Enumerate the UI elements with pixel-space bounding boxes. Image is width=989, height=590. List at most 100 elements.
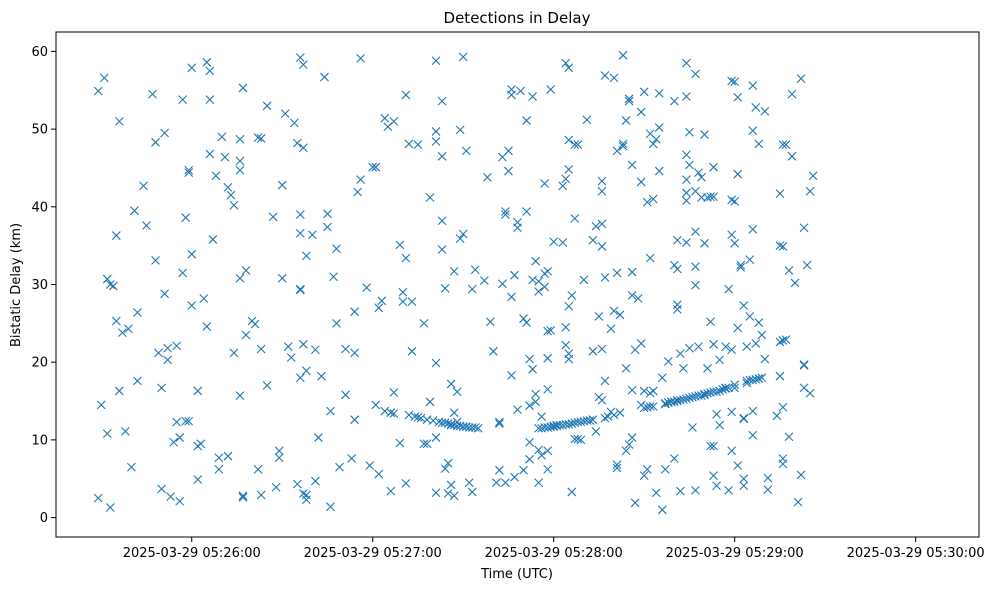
data-point: [187, 249, 197, 259]
y-tick-label: 60: [31, 45, 48, 60]
data-point: [639, 403, 649, 413]
data-point: [748, 406, 758, 416]
data-point: [594, 311, 604, 321]
data-point: [543, 465, 553, 474]
data-point: [537, 412, 547, 421]
data-point: [295, 228, 305, 238]
data-point: [250, 319, 260, 329]
data-point: [295, 373, 305, 383]
data-point: [163, 343, 172, 353]
data-point: [612, 146, 622, 156]
data-point: [311, 476, 320, 486]
data-point: [546, 325, 556, 335]
data-point: [139, 181, 148, 191]
data-point: [591, 221, 601, 231]
data-point: [440, 418, 450, 428]
data-point: [353, 187, 363, 197]
data-point: [99, 73, 109, 83]
data-point: [739, 474, 749, 484]
data-point: [241, 330, 251, 340]
data-point: [157, 484, 166, 494]
data-point: [226, 190, 236, 200]
data-point: [295, 210, 305, 219]
data-point: [193, 475, 203, 484]
data-point: [748, 81, 758, 90]
data-point: [193, 386, 203, 396]
chart-title: Detections in Delay: [444, 9, 591, 27]
data-point: [564, 165, 574, 174]
data-point: [636, 339, 646, 348]
data-point: [283, 342, 293, 352]
data-point: [600, 376, 610, 386]
axes-frame: [55, 31, 980, 538]
data-point: [709, 471, 718, 481]
data-point: [570, 214, 580, 223]
data-point: [178, 268, 188, 278]
data-point: [624, 94, 634, 104]
data-point: [320, 72, 329, 82]
data-point: [724, 485, 734, 495]
data-point: [682, 196, 691, 205]
data-point: [691, 69, 700, 79]
data-point: [784, 266, 794, 275]
data-point: [712, 409, 721, 419]
x-axis-label: Time (UTC): [480, 567, 553, 582]
data-point: [760, 106, 770, 116]
data-point: [799, 223, 809, 233]
data-point: [449, 408, 459, 418]
data-point: [748, 430, 758, 440]
data-point: [133, 376, 142, 386]
y-tick-label: 0: [40, 511, 48, 526]
data-point: [567, 487, 577, 497]
data-point: [796, 470, 806, 480]
data-point: [181, 213, 191, 223]
data-point: [253, 465, 263, 474]
data-point: [277, 180, 287, 190]
data-point: [675, 349, 685, 359]
data-point: [519, 314, 528, 324]
data-point: [730, 383, 740, 393]
data-point: [446, 480, 456, 490]
data-point: [739, 301, 749, 310]
data-point: [111, 231, 121, 240]
data-point: [422, 439, 432, 449]
data-point: [398, 287, 408, 297]
data-point: [633, 294, 643, 303]
data-point: [672, 304, 682, 314]
data-point: [419, 318, 429, 328]
data-point: [531, 397, 540, 407]
data-point: [682, 92, 691, 101]
data-point: [775, 371, 785, 381]
data-point: [615, 310, 625, 320]
data-point: [507, 292, 516, 302]
data-point: [440, 464, 450, 474]
data-point: [570, 140, 580, 150]
data-point: [419, 439, 429, 449]
data-point: [778, 336, 788, 345]
data-point: [93, 493, 103, 503]
data-point: [522, 318, 531, 327]
data-point: [371, 162, 381, 172]
data-point: [784, 432, 794, 442]
data-point: [458, 229, 468, 239]
data-point: [413, 412, 423, 422]
data-point: [347, 454, 356, 463]
data-point: [362, 283, 372, 292]
data-point: [332, 244, 341, 254]
data-point: [597, 242, 607, 251]
data-point: [298, 339, 308, 349]
data-point: [127, 462, 136, 472]
data-point: [301, 490, 311, 500]
data-point: [262, 381, 272, 390]
data-point: [564, 63, 574, 73]
data-point: [431, 358, 441, 368]
data-point: [274, 453, 284, 463]
data-point: [108, 281, 118, 291]
data-point: [401, 253, 411, 263]
x-tick-label: 2025-03-29 05:28:00: [485, 546, 623, 561]
data-point: [214, 465, 224, 474]
data-point: [579, 275, 589, 285]
data-point: [522, 207, 531, 216]
y-tick-label: 30: [31, 278, 48, 293]
data-point: [691, 262, 700, 272]
